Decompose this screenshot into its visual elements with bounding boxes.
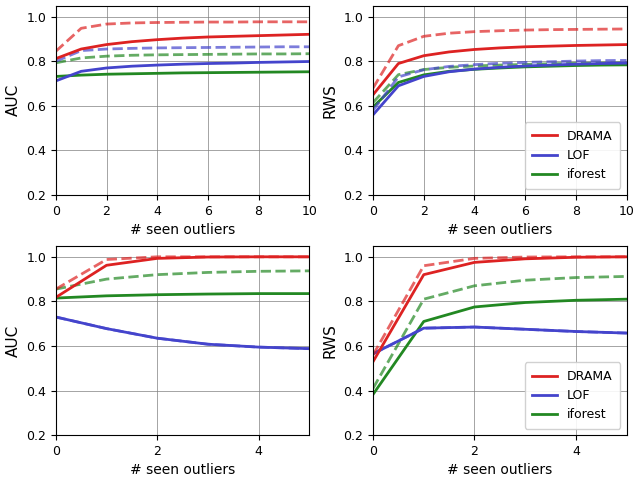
X-axis label: # seen outliers: # seen outliers: [447, 464, 552, 477]
Y-axis label: RWS: RWS: [323, 83, 338, 118]
Y-axis label: AUC: AUC: [6, 324, 20, 356]
X-axis label: # seen outliers: # seen outliers: [447, 223, 552, 237]
Legend: DRAMA, LOF, iforest: DRAMA, LOF, iforest: [525, 122, 620, 189]
Y-axis label: AUC: AUC: [6, 84, 20, 116]
Y-axis label: RWS: RWS: [323, 323, 338, 358]
X-axis label: # seen outliers: # seen outliers: [130, 464, 235, 477]
X-axis label: # seen outliers: # seen outliers: [130, 223, 235, 237]
Legend: DRAMA, LOF, iforest: DRAMA, LOF, iforest: [525, 362, 620, 429]
